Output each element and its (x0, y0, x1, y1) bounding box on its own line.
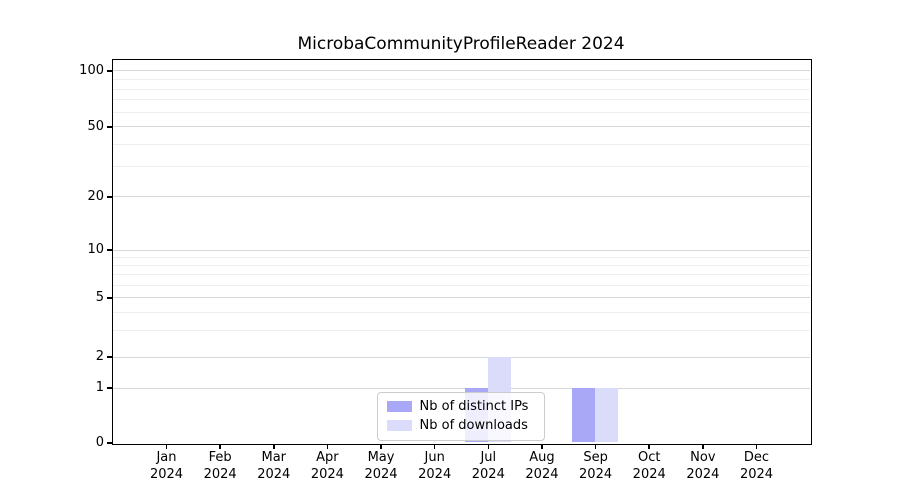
legend: Nb of distinct IPs Nb of downloads (376, 391, 545, 441)
y-tick-label: 50 (87, 118, 104, 134)
x-tick (648, 444, 650, 449)
x-tick (487, 444, 490, 449)
x-tick-label: Oct 2024 (632, 450, 666, 482)
x-tick (326, 444, 329, 449)
x-tick (702, 444, 704, 449)
y-tick (106, 387, 112, 389)
y-tick (106, 196, 112, 198)
x-tick-label: Apr 2024 (310, 450, 344, 482)
gridline-major (112, 387, 810, 389)
x-tick (273, 444, 275, 449)
plot-area: Nb of distinct IPs Nb of downloads (111, 58, 812, 445)
y-tick (106, 126, 112, 128)
y-tick-label: 1 (95, 380, 104, 395)
x-tick-label: Sep 2024 (579, 450, 613, 482)
gridline-minor (112, 143, 810, 145)
gridline-minor (112, 111, 810, 113)
x-tick-label: Nov 2024 (686, 450, 720, 482)
x-tick-label: Aug 2024 (525, 450, 559, 482)
x-tick (594, 444, 597, 449)
y-tick (106, 249, 112, 251)
x-tick-label: Jan 2024 (149, 450, 184, 482)
gridline-major (112, 356, 810, 358)
x-tick (541, 444, 543, 449)
gridline-minor (112, 274, 810, 276)
x-tick-label: Jul 2024 (471, 450, 505, 482)
gridline-minor (112, 330, 810, 332)
x-tick-label: Dec 2024 (739, 450, 774, 482)
x-tick (380, 444, 382, 449)
x-tick-label: Feb 2024 (203, 450, 237, 482)
y-tick (106, 70, 112, 72)
y-tick (106, 356, 112, 358)
y-tick (106, 297, 112, 299)
gridline-major (112, 126, 810, 128)
gridline-minor (112, 165, 810, 167)
gridline-major (112, 70, 810, 72)
legend-item-distinct-ips: Nb of distinct IPs (386, 398, 534, 414)
gridline-minor (112, 311, 810, 313)
legend-label-distinct-ips: Nb of distinct IPs (419, 398, 529, 414)
y-tick-label: 2 (95, 349, 104, 365)
gridline-minor (112, 88, 810, 90)
bar-distinct-ips-sep (572, 387, 596, 443)
gridline-major (112, 196, 810, 198)
chart-title: MicrobaCommunityProfileReader 2024 (297, 34, 625, 54)
gridline-minor (112, 79, 810, 80)
gridline-minor (112, 256, 810, 258)
bar-downloads-sep (595, 387, 619, 443)
gridline-minor (112, 284, 810, 286)
legend-swatch-downloads (386, 420, 412, 431)
legend-swatch-distinct-ips (386, 401, 412, 412)
legend-item-downloads: Nb of downloads (386, 417, 534, 433)
x-tick-label: May 2024 (364, 450, 398, 482)
x-tick (165, 444, 168, 449)
y-tick (106, 442, 112, 444)
y-tick-label: 100 (79, 62, 104, 78)
gridline-minor (112, 264, 810, 266)
plot-inner (112, 60, 810, 443)
x-tick-label: Jun 2024 (418, 450, 452, 482)
y-tick-label: 20 (87, 188, 104, 204)
x-tick (433, 444, 436, 449)
x-tick (219, 444, 221, 449)
y-tick-label: 0 (95, 435, 104, 450)
gridline-major (112, 249, 810, 251)
legend-label-downloads: Nb of downloads (419, 417, 528, 433)
y-tick-label: 10 (87, 242, 104, 257)
x-tick (755, 444, 758, 449)
x-tick-label: Mar 2024 (257, 450, 291, 482)
gridline-minor (112, 99, 810, 101)
gridline-major (112, 297, 810, 299)
y-tick-label: 5 (95, 289, 104, 305)
